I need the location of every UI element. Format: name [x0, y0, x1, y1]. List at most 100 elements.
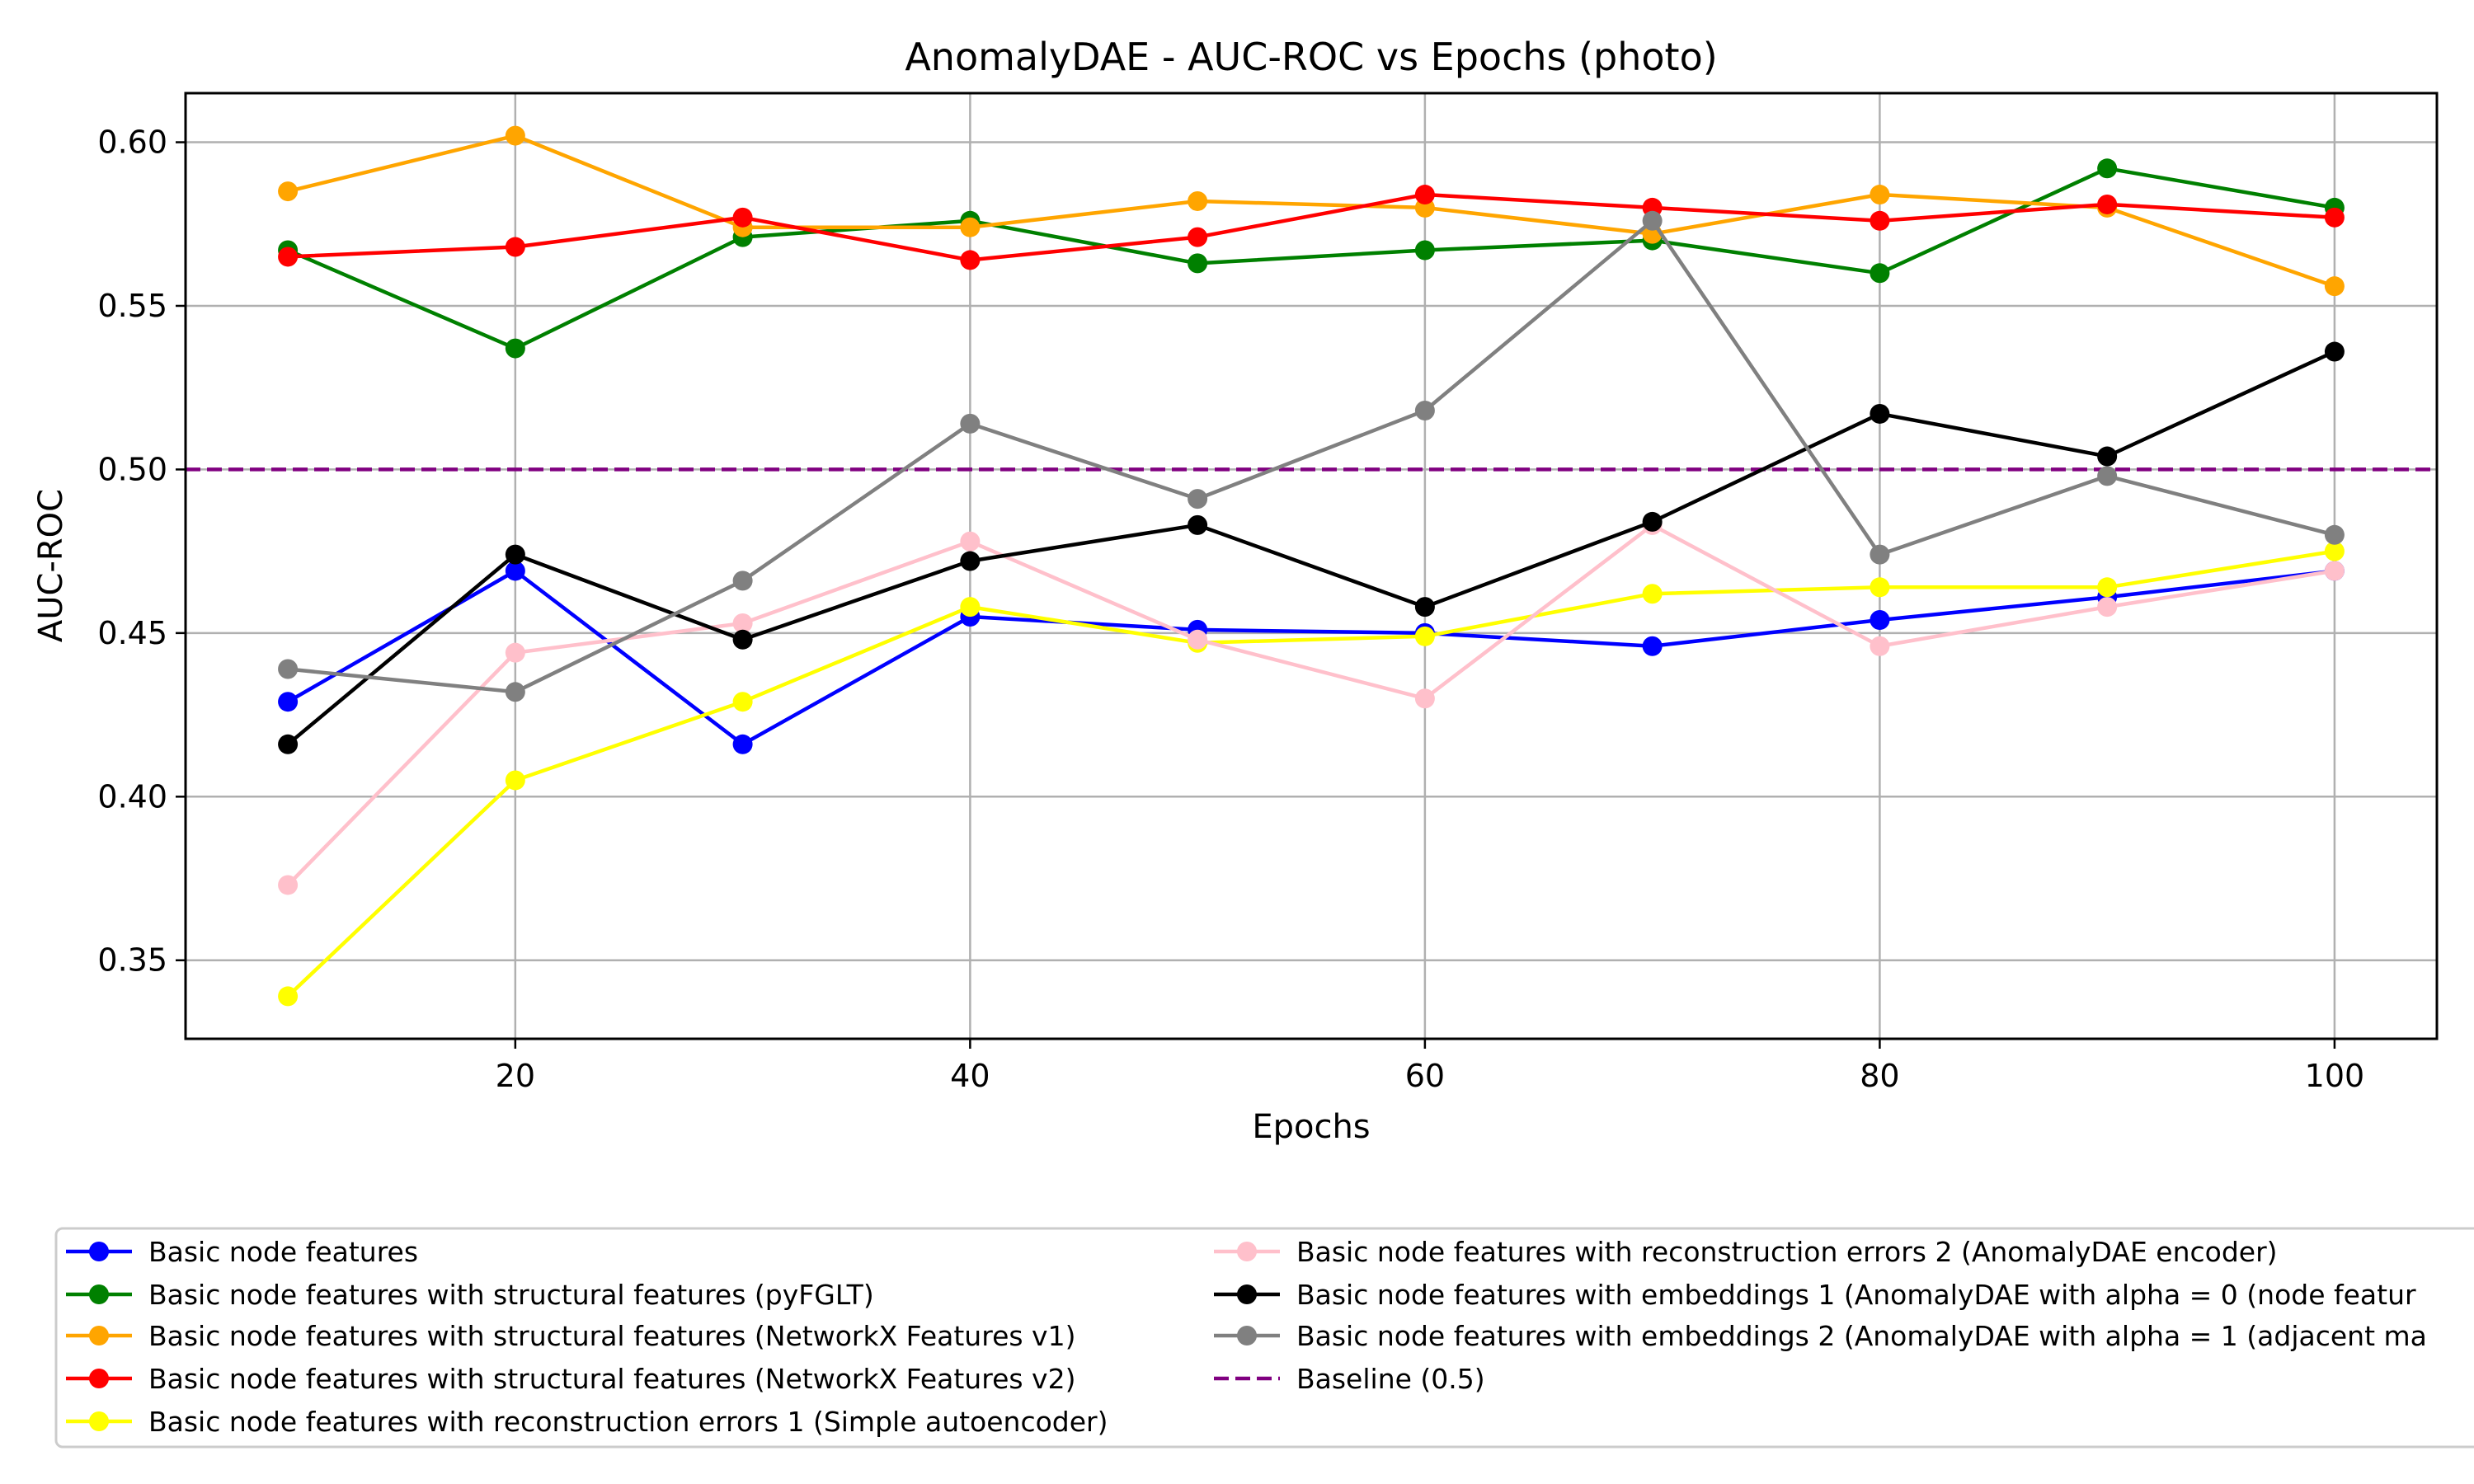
x-tick-label: 100 — [2305, 1058, 2365, 1094]
data-point — [2097, 158, 2118, 179]
data-point — [505, 642, 525, 663]
legend-item: Baseline (0.5) — [1214, 1363, 1485, 1395]
data-point — [1188, 190, 1208, 211]
legend-box — [54, 1227, 2474, 1449]
data-point — [732, 629, 753, 650]
data-point — [1188, 629, 1208, 650]
data-point — [505, 544, 525, 565]
series-line — [286, 549, 2335, 998]
series-7 — [278, 341, 2345, 754]
data-point — [732, 692, 753, 712]
series-4 — [278, 185, 2345, 270]
data-point — [2097, 597, 2118, 618]
data-point — [278, 986, 299, 1007]
data-point — [1414, 240, 1435, 261]
data-point — [1642, 636, 1663, 656]
legend-swatch-marker — [1237, 1326, 1257, 1345]
data-point — [1188, 489, 1208, 510]
data-point — [1414, 400, 1435, 420]
plot-frame — [184, 92, 2439, 1040]
legend-item: Basic node features with structural feat… — [66, 1363, 1075, 1395]
y-tick-label: 0.40 — [97, 778, 167, 815]
data-point — [960, 413, 981, 434]
legend-swatch-marker — [89, 1369, 109, 1388]
data-point — [1870, 403, 1890, 424]
legend-label: Basic node features with embeddings 1 (A… — [1296, 1279, 2416, 1311]
data-point — [505, 770, 525, 791]
data-point — [2324, 276, 2345, 297]
y-tick-label: 0.50 — [97, 451, 167, 487]
legend-swatch-marker — [1237, 1242, 1257, 1261]
data-point — [960, 551, 981, 571]
y-tick-label: 0.55 — [97, 288, 167, 324]
data-point — [2324, 541, 2345, 561]
data-point — [960, 250, 981, 270]
data-point — [1870, 636, 1890, 656]
x-tick-label: 40 — [950, 1058, 990, 1094]
data-point — [960, 597, 981, 618]
data-point — [2324, 207, 2345, 228]
legend-swatch-marker — [89, 1411, 109, 1431]
data-point — [1870, 185, 1890, 205]
data-point — [1188, 253, 1208, 274]
data-point — [1642, 210, 1663, 231]
legend-swatch-marker — [89, 1326, 109, 1345]
series-line — [287, 167, 2335, 350]
data-point — [732, 571, 753, 591]
y-tick-label: 0.60 — [97, 124, 167, 161]
legend-label: Basic node features with structural feat… — [148, 1279, 874, 1311]
chart-title: AnomalyDAE - AUC-ROC vs Epochs (photo) — [905, 35, 1717, 79]
legend-label: Basic node features — [148, 1236, 418, 1268]
legend-label: Basic node features with reconstruction … — [148, 1406, 1108, 1438]
data-point — [1414, 185, 1435, 205]
legend-swatch-marker — [89, 1242, 109, 1261]
legend-items: Basic node features Basic node features w… — [66, 1236, 2427, 1438]
data-point — [505, 237, 525, 257]
data-point — [1188, 514, 1208, 535]
legend-item: Basic node features with reconstruction … — [1214, 1236, 2278, 1268]
data-point — [2324, 561, 2345, 581]
data-point — [2097, 446, 2118, 467]
series-line — [286, 350, 2335, 746]
data-point — [732, 734, 753, 754]
data-point — [278, 247, 299, 267]
data-point — [2324, 524, 2345, 545]
data-point — [1414, 626, 1435, 646]
x-tick-label: 60 — [1405, 1058, 1445, 1094]
x-axis-label: Epochs — [1252, 1108, 1370, 1146]
data-point — [1414, 597, 1435, 618]
series-layer — [278, 125, 2345, 1007]
data-point — [1870, 577, 1890, 598]
series-line — [287, 218, 2335, 694]
legend-item: Basic node features — [66, 1236, 418, 1268]
legend-item: Basic node features with structural feat… — [66, 1320, 1075, 1352]
x-tick-label: 80 — [1860, 1058, 1899, 1094]
series-line — [287, 134, 2335, 289]
data-point — [1642, 511, 1663, 532]
series-8 — [278, 210, 2345, 702]
legend-label: Baseline (0.5) — [1296, 1363, 1485, 1395]
data-point — [505, 338, 525, 359]
legend-item: Basic node features with structural feat… — [66, 1279, 874, 1311]
data-point — [505, 561, 525, 581]
data-point — [278, 181, 299, 202]
data-point — [2097, 194, 2118, 214]
legend: Basic node features Basic node features w… — [54, 1227, 2474, 1449]
data-point — [278, 734, 299, 754]
data-point — [732, 613, 753, 633]
y-axis-label: AUC-ROC — [32, 489, 70, 642]
series-line — [286, 569, 2335, 747]
y-tick-label: 0.45 — [97, 615, 167, 651]
series-line — [288, 192, 2335, 262]
legend-item: Basic node features with embeddings 1 (A… — [1214, 1279, 2416, 1311]
axis-ticks: 20 40 60 80 100 0.35 0.40 0.45 0.50 0.55 0.60 — [97, 124, 2364, 1094]
data-point — [2324, 341, 2345, 362]
data-point — [278, 659, 299, 679]
legend-label: Basic node features with structural feat… — [148, 1320, 1075, 1352]
data-point — [1870, 263, 1890, 284]
legend-label: Basic node features with structural feat… — [148, 1363, 1075, 1395]
x-tick-label: 20 — [496, 1058, 535, 1094]
legend-item: Basic node features with reconstruction … — [66, 1406, 1108, 1438]
y-tick-label: 0.35 — [97, 942, 167, 979]
